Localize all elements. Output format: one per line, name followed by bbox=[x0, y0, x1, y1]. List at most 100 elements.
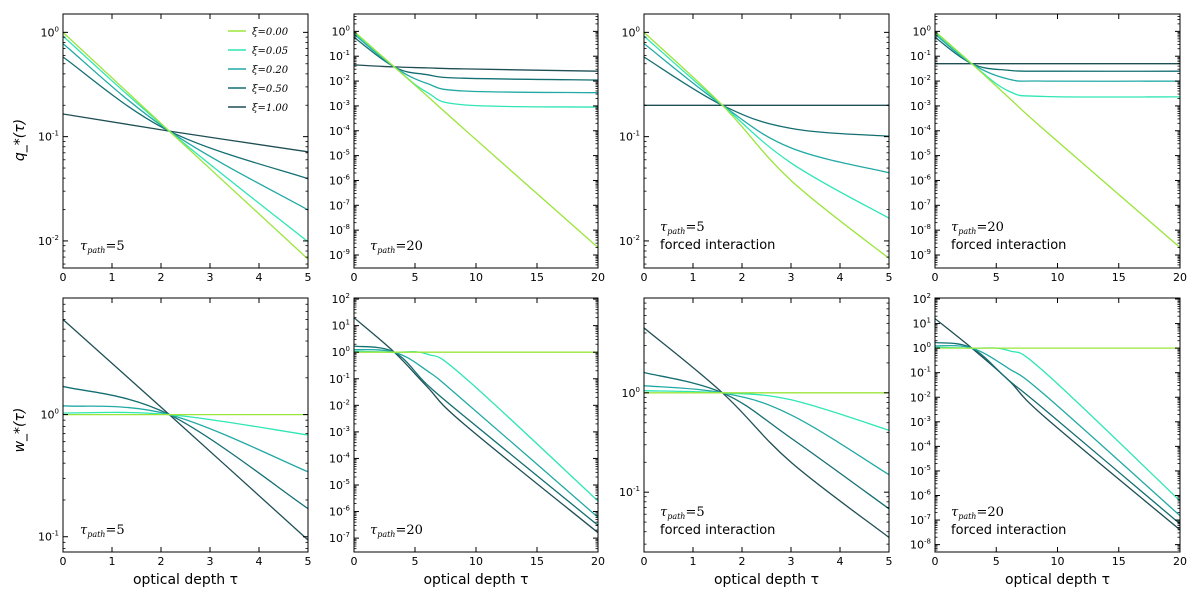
x-axis-label: optical depth τ bbox=[714, 572, 819, 588]
y-tick-label: 10-8 bbox=[910, 538, 931, 552]
panel-q-tau20-forced: 0 5 10 15 20 10-9 10-8 10-7 10-6 10-5 10-4 10-3 10-2… bbox=[910, 13, 1187, 284]
y-tick-label: 10-2 bbox=[329, 74, 350, 88]
y-tick-label: 10-9 bbox=[329, 248, 350, 262]
legend-label: ξ=0.05 bbox=[252, 46, 288, 57]
y-tick-label: 10-7 bbox=[329, 198, 350, 212]
series-line-0-20 bbox=[644, 43, 889, 174]
panel-w-tau20: 0 5 10 15 20 10-7 10-6 10-5 10-4 10-3 10-2 10-1 100 1… bbox=[329, 292, 605, 588]
y-tick-label: 100 bbox=[913, 341, 931, 355]
y-tick-label: 10-2 bbox=[910, 390, 931, 404]
x-tick-label: 10 bbox=[469, 555, 483, 568]
x-tick-label: 5 bbox=[412, 271, 419, 284]
y-tick-label: 100 bbox=[913, 24, 931, 38]
annotation-tau-path: τpath=20 bbox=[951, 220, 1004, 236]
plot-frame bbox=[62, 13, 309, 269]
panel-q-tau5-forced: 0 1 2 3 4 5 10-2 10-1 100 τpath=5 forced interacti… bbox=[619, 13, 893, 284]
series-line-0-50 bbox=[354, 345, 598, 526]
y-tick-label: 10-1 bbox=[329, 49, 350, 63]
series-line-0-50 bbox=[644, 371, 889, 510]
legend: ξ=0.00 ξ=0.05 ξ=0.20 ξ=0.50 ξ=1.00 bbox=[228, 27, 289, 114]
plot-frame bbox=[353, 297, 599, 553]
annotation-tau-path: τpath=20 bbox=[951, 505, 1004, 521]
y-tick-label: 10-3 bbox=[329, 99, 350, 113]
x-tick-label: 2 bbox=[739, 271, 746, 284]
y-tick-label: 10-1 bbox=[329, 372, 350, 386]
x-tick-label: 4 bbox=[256, 555, 263, 568]
series-line-0-20 bbox=[935, 33, 1180, 82]
y-tick-label: 10-5 bbox=[329, 149, 350, 163]
y-tick-label: 100 bbox=[622, 25, 640, 39]
x-tick-label: 2 bbox=[739, 555, 746, 568]
x-tick-label: 5 bbox=[993, 555, 1000, 568]
y-tick-label: 10-1 bbox=[910, 49, 931, 63]
y-tick-label: 10-6 bbox=[329, 173, 351, 187]
x-tick-label: 5 bbox=[412, 555, 419, 568]
series-line-0-00 bbox=[644, 31, 889, 259]
series-line-0-00 bbox=[354, 30, 598, 248]
x-tick-label: 5 bbox=[993, 271, 1000, 284]
panel-w-tau5-forced: 0 1 2 3 4 5 10-1 100 τpath=5 forced interaction op… bbox=[619, 297, 893, 588]
series-line-0-50 bbox=[935, 341, 1180, 525]
y-tick-label: 10-8 bbox=[329, 223, 350, 237]
legend-label: ξ=0.50 bbox=[252, 84, 289, 95]
x-tick-label: 3 bbox=[207, 555, 214, 568]
series-line-0-50 bbox=[354, 36, 598, 81]
annotation-tau-path: τpath=5 bbox=[80, 239, 125, 255]
y-tick-label: 100 bbox=[41, 25, 59, 39]
series-line-1-00 bbox=[354, 64, 598, 72]
x-tick-label: 15 bbox=[1112, 555, 1126, 568]
y-tick-label: 10-1 bbox=[38, 130, 59, 144]
y-tick-label: 10-2 bbox=[38, 234, 59, 248]
y-tick-label: 10-4 bbox=[329, 451, 351, 465]
x-tick-label: 0 bbox=[60, 555, 67, 568]
series-line-0-20 bbox=[935, 344, 1180, 517]
y-tick-label: 10-4 bbox=[910, 124, 932, 138]
plot-frame bbox=[643, 297, 890, 553]
y-tick-label: 102 bbox=[332, 292, 350, 306]
y-tick-label: 10-7 bbox=[910, 198, 931, 212]
x-tick-label: 0 bbox=[351, 271, 358, 284]
x-tick-label: 0 bbox=[351, 555, 358, 568]
series-group bbox=[644, 327, 889, 539]
x-tick-label: 5 bbox=[305, 271, 312, 284]
x-tick-label: 1 bbox=[690, 271, 697, 284]
series-line-0-50 bbox=[644, 56, 889, 137]
series-group bbox=[354, 317, 598, 534]
annotation-tau-path: τpath=20 bbox=[370, 239, 423, 255]
annotation-tau-path: τpath=5 bbox=[660, 220, 705, 236]
y-tick-label: 10-5 bbox=[910, 149, 931, 163]
y-tick-label: 10-7 bbox=[910, 513, 931, 527]
legend-label: ξ=0.00 bbox=[252, 27, 289, 38]
y-tick-label: 10-4 bbox=[329, 124, 351, 138]
y-tick-label: 10-1 bbox=[619, 130, 640, 144]
x-tick-label: 0 bbox=[932, 271, 939, 284]
series-line-0-05 bbox=[644, 35, 889, 219]
series-group bbox=[63, 31, 308, 260]
series-group bbox=[935, 318, 1180, 531]
y-tick-label: 10-1 bbox=[38, 530, 59, 544]
y-tick-label: 10-3 bbox=[910, 99, 931, 113]
x-tick-label: 4 bbox=[837, 555, 844, 568]
y-tick-label: 100 bbox=[332, 345, 350, 359]
x-tick-label: 0 bbox=[932, 555, 939, 568]
x-tick-label: 1 bbox=[690, 555, 697, 568]
x-tick-label: 15 bbox=[530, 555, 544, 568]
series-line-0-20 bbox=[354, 33, 598, 94]
x-tick-label: 20 bbox=[591, 555, 605, 568]
panel-w-tau5: 0 1 2 3 4 5 10-1 100 τpath=5 optical depth τ bbox=[38, 297, 312, 588]
y-tick-label: 10-1 bbox=[910, 366, 931, 380]
y-tick-label: 101 bbox=[913, 317, 931, 331]
x-tick-label: 20 bbox=[1173, 555, 1187, 568]
series-group bbox=[354, 30, 598, 248]
y-tick-label: 10-1 bbox=[619, 485, 640, 499]
y-tick-label: 102 bbox=[913, 292, 931, 306]
y-tick-label: 10-8 bbox=[910, 223, 931, 237]
y-tick-label: 10-7 bbox=[329, 531, 350, 545]
x-tick-label: 20 bbox=[591, 271, 605, 284]
plot-frame bbox=[353, 13, 599, 269]
series-line-0-50 bbox=[63, 385, 308, 510]
annotation-tau-path: τpath=5 bbox=[80, 523, 125, 539]
legend-label: ξ=1.00 bbox=[252, 103, 289, 114]
series-line-0-05 bbox=[644, 390, 889, 431]
